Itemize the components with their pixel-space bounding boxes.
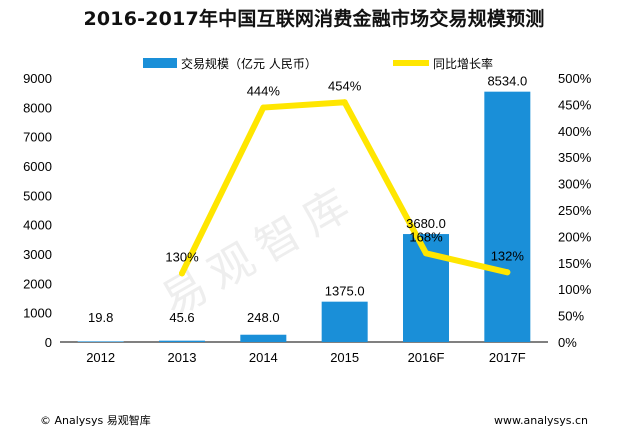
bar-value-label: 19.8 — [88, 310, 113, 325]
y-right-tick-label: 200% — [558, 229, 592, 244]
y-right-tick-label: 350% — [558, 150, 592, 165]
y-left-tick-label: 7000 — [23, 130, 52, 145]
chart-title: 2016-2017年中国互联网消费金融市场交易规模预测 — [83, 8, 545, 30]
growth-point — [341, 99, 348, 106]
growth-value-label: 454% — [328, 78, 362, 93]
y-right-tick-label: 400% — [558, 124, 592, 139]
y-right-tick-label: 0% — [558, 335, 577, 350]
y-right-tick-label: 450% — [558, 97, 592, 112]
y-right-tick-label: 300% — [558, 177, 592, 192]
growth-line — [179, 99, 511, 277]
growth-point — [423, 250, 429, 257]
y-left-tick-label: 0 — [45, 335, 52, 350]
y-right-tick-label: 150% — [558, 256, 592, 271]
legend: 交易规模（亿元 人民币） 同比增长率 — [143, 56, 493, 71]
growth-point — [260, 104, 267, 111]
growth-value-label: 132% — [491, 248, 525, 263]
axes: 0 1000 2000 3000 4000 5000 6000 7000 8000 9000 0% 5… — [23, 71, 592, 365]
bar — [159, 340, 205, 342]
x-tick-label: 2014 — [249, 350, 278, 365]
bar — [240, 334, 287, 342]
y-left-tick-label: 4000 — [23, 218, 52, 233]
bar — [484, 91, 531, 342]
y-right-tick-label: 50% — [558, 309, 584, 324]
x-tick-label: 2013 — [168, 350, 197, 365]
bar-value-label: 248.0 — [247, 310, 280, 325]
bar — [321, 301, 368, 342]
growth-value-label: 168% — [409, 229, 443, 244]
data-labels: 19.8 45.6 248.0 1375.0 3680.0 8534.0 130% 444% 4… — [88, 74, 527, 325]
legend-line-swatch — [393, 60, 429, 66]
x-tick-label: 2012 — [86, 350, 115, 365]
legend-bar-label: 交易规模（亿元 人民币） — [181, 56, 317, 71]
growth-value-label: 444% — [247, 84, 281, 99]
bar-value-label: 3680.0 — [406, 216, 446, 231]
y-left-tick-label: 3000 — [23, 247, 52, 262]
y-left-tick-label: 8000 — [23, 100, 52, 115]
y-right-tick-label: 100% — [558, 282, 592, 297]
y-left-tick-label: 5000 — [23, 188, 52, 203]
x-tick-label: 2017F — [489, 350, 526, 365]
growth-value-label: 130% — [165, 249, 199, 264]
bar — [77, 341, 124, 342]
bar-value-label: 1375.0 — [325, 284, 365, 299]
x-tick-label: 2015 — [330, 350, 359, 365]
bar-value-label: 45.6 — [169, 310, 194, 325]
y-left-tick-label: 2000 — [23, 276, 52, 291]
footer-url: www.analysys.cn — [494, 414, 588, 427]
y-right-tick-label: 250% — [558, 203, 592, 218]
growth-point — [179, 270, 185, 277]
y-right-tick-label: 500% — [558, 71, 592, 86]
x-tick-label: 2016F — [408, 350, 445, 365]
footer-copyright: © Analysys 易观智库 — [40, 413, 151, 427]
bar-value-label: 8534.0 — [487, 74, 527, 89]
y-left-tick-label: 1000 — [23, 306, 52, 321]
legend-bar-swatch — [143, 58, 177, 68]
legend-line-label: 同比增长率 — [433, 56, 493, 71]
y-left-tick-label: 9000 — [23, 71, 52, 86]
bars — [77, 91, 531, 342]
growth-point — [504, 269, 511, 276]
y-left-tick-label: 6000 — [23, 159, 52, 174]
